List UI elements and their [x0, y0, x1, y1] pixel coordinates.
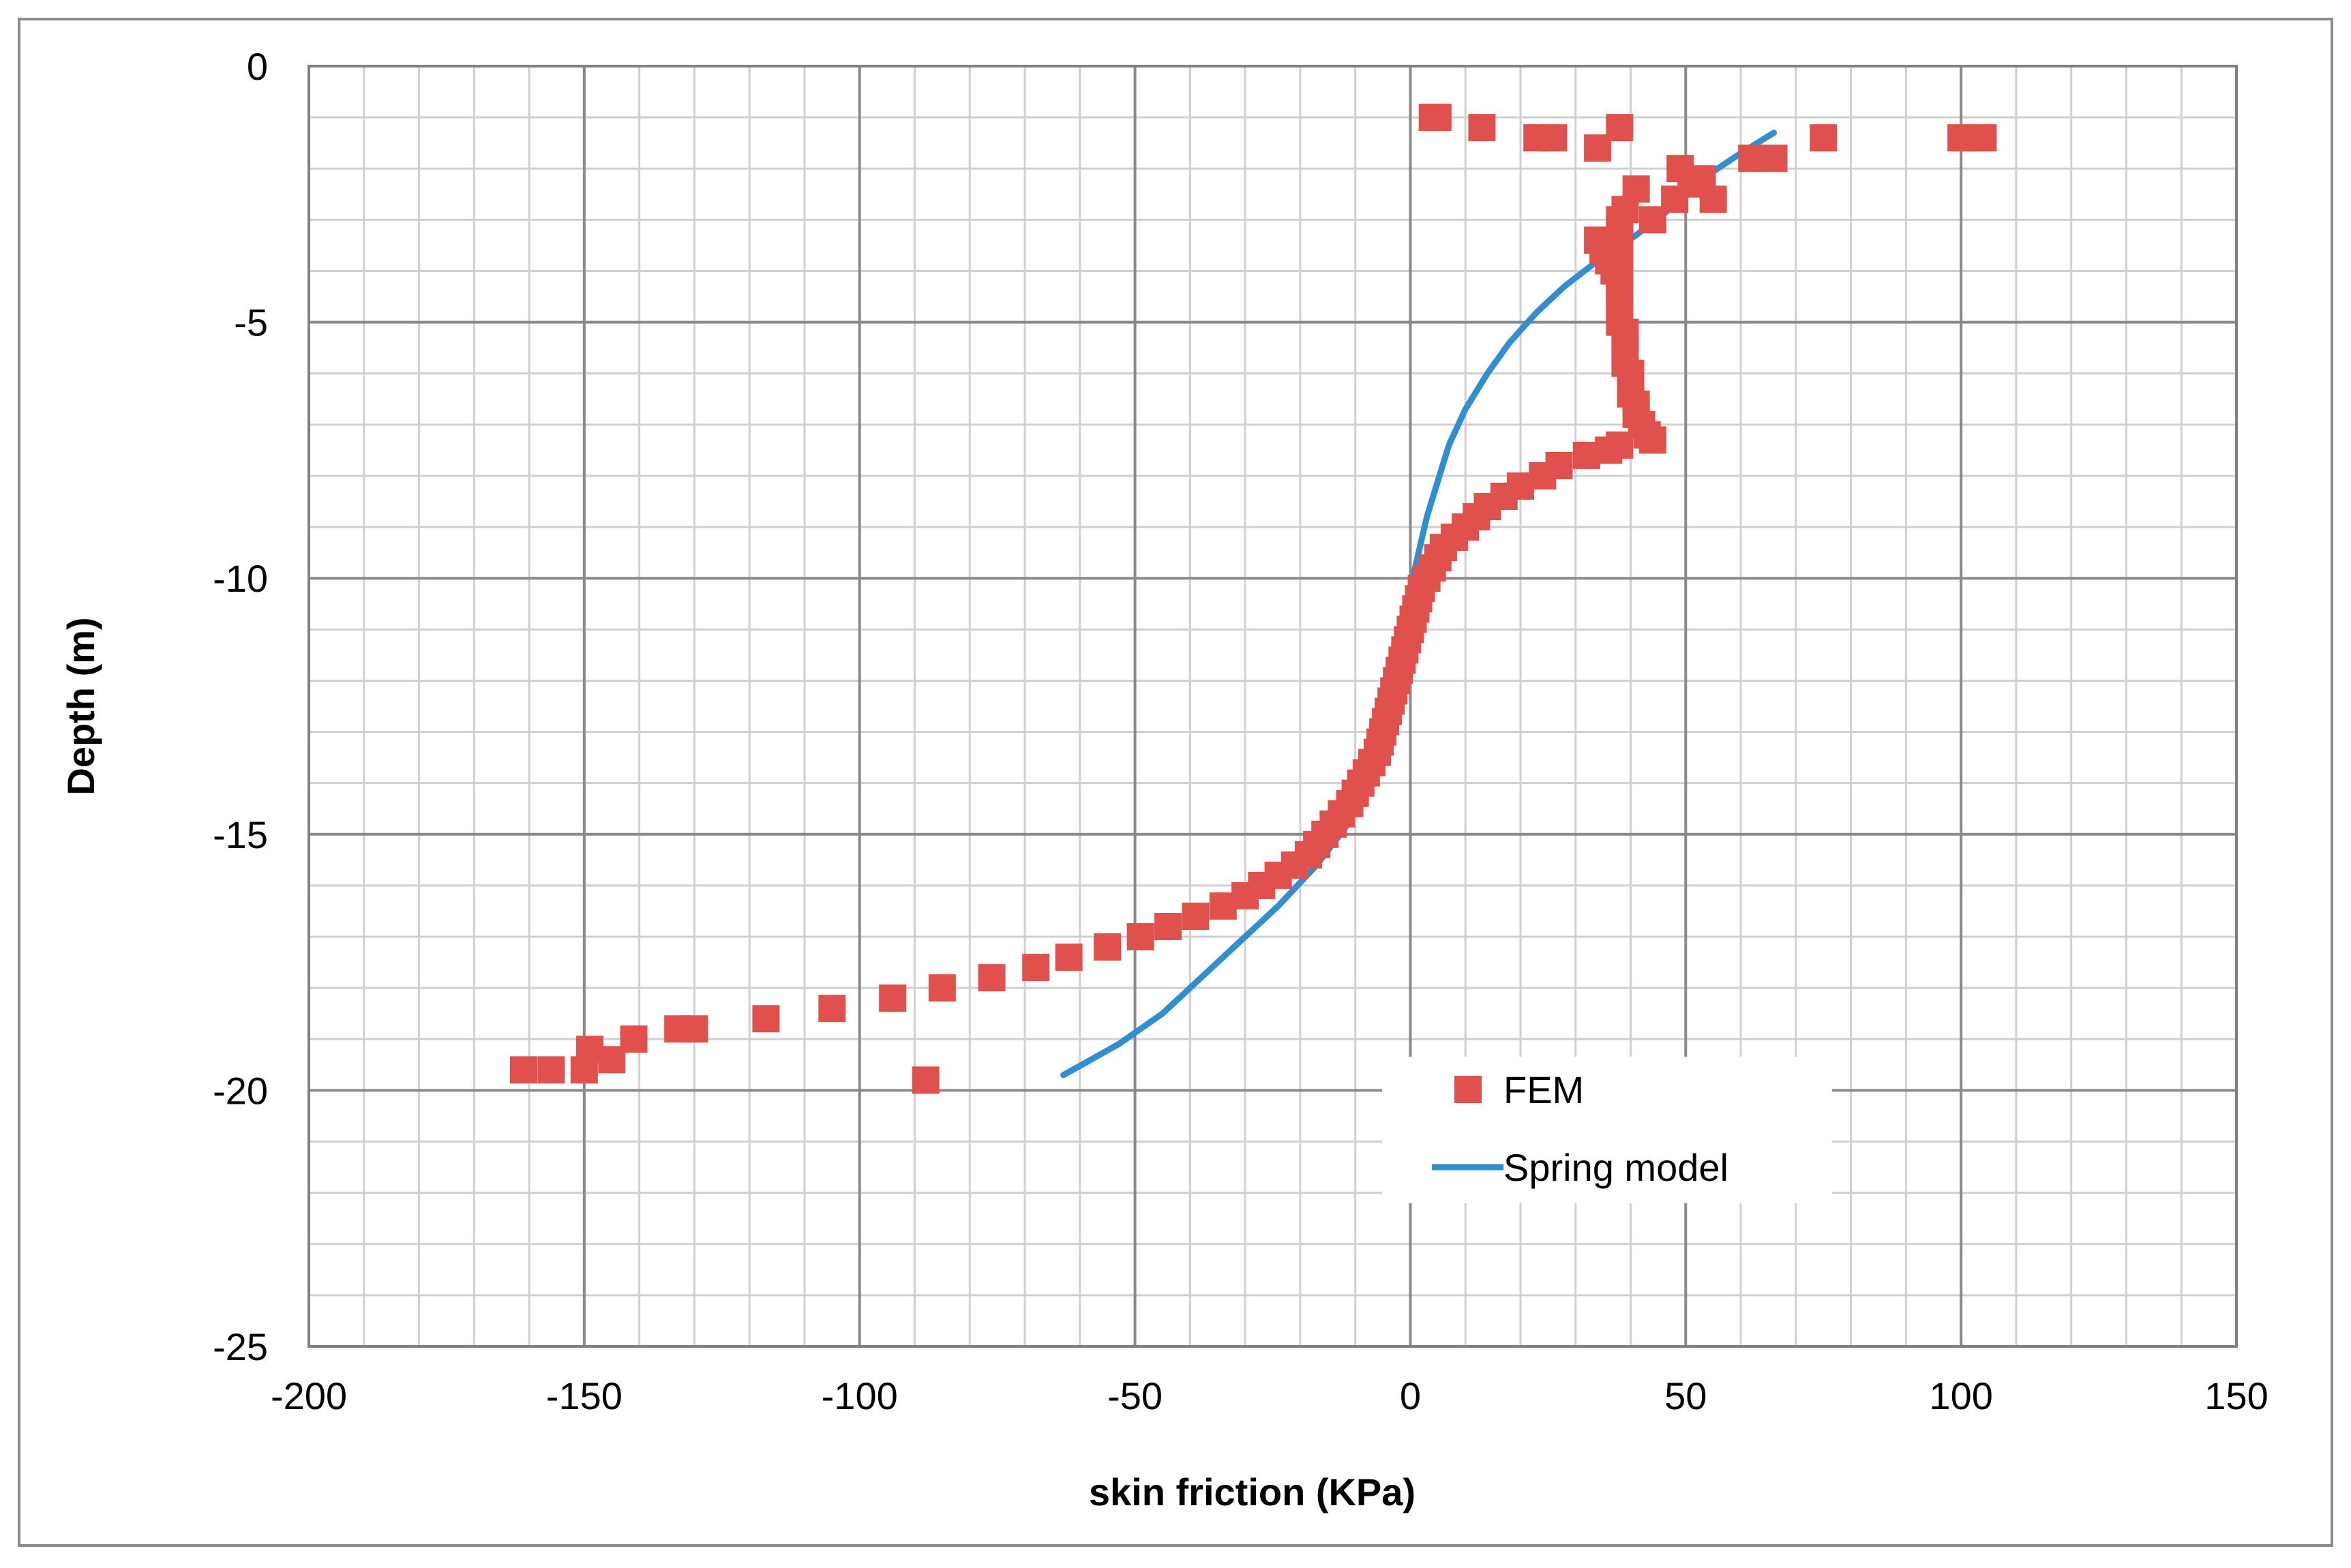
y-tick-label: -5 [234, 301, 268, 344]
fem-series [510, 104, 1997, 1094]
fem-point [978, 964, 1006, 992]
fem-point [1810, 124, 1838, 152]
x-axis-title: skin friction (KPa) [1089, 1471, 1416, 1513]
fem-point [664, 1015, 692, 1043]
fem-point [1126, 923, 1154, 951]
y-tick-label: 0 [247, 45, 268, 88]
x-tick-label: -100 [822, 1374, 898, 1417]
x-tick-label: -150 [546, 1374, 623, 1417]
fem-point [1055, 944, 1083, 971]
fem-point [570, 1056, 598, 1084]
y-tick-label: -20 [213, 1069, 268, 1112]
fem-point [1638, 206, 1666, 234]
fem-point [1760, 145, 1788, 172]
fem-point [1418, 104, 1446, 132]
fem-point [537, 1056, 565, 1084]
plot-area-border [308, 65, 2238, 1348]
fem-point [818, 995, 846, 1023]
minor-gridlines [309, 66, 2236, 1346]
fem-point [1606, 114, 1634, 142]
fem-point [1182, 902, 1210, 930]
y-tick-label: -10 [213, 557, 268, 600]
x-tick-label: 50 [1664, 1374, 1707, 1417]
fem-point [1209, 892, 1237, 920]
fem-point [1969, 124, 1997, 152]
legend: FEM Spring model [1382, 1057, 1832, 1203]
x-tick-label: 150 [2204, 1374, 2268, 1417]
x-tick-label: -200 [271, 1374, 347, 1417]
x-axis-tick-labels: -200 -150 -100 -50 0 50 100 150 [271, 1374, 2268, 1417]
legend-fem-label: FEM [1503, 1068, 1584, 1111]
y-tick-label: -25 [213, 1325, 268, 1368]
fem-point [928, 974, 956, 1002]
legend-fem-marker [1454, 1076, 1482, 1103]
x-tick-label: 0 [1400, 1374, 1421, 1417]
fem-point [1572, 441, 1600, 469]
x-tick-label: 100 [1929, 1374, 1992, 1417]
fem-point [1540, 124, 1568, 152]
x-tick-label: -50 [1107, 1374, 1163, 1417]
fem-point [879, 984, 907, 1012]
fem-point [1154, 913, 1182, 941]
y-axis-tick-labels: 0 -5 -10 -15 -20 -25 [213, 45, 268, 1368]
fem-point [510, 1056, 538, 1084]
fem-point [752, 1005, 780, 1033]
fem-point [1022, 954, 1050, 982]
fem-point [1094, 933, 1122, 961]
fem-point [1468, 114, 1496, 142]
legend-spring-label: Spring model [1503, 1146, 1728, 1189]
y-axis-title: Depth (m) [59, 617, 102, 795]
y-tick-label: -15 [213, 813, 268, 856]
fem-point [1699, 185, 1727, 213]
fem-point [598, 1046, 626, 1074]
fem-point [912, 1066, 940, 1094]
fem-point [1638, 426, 1666, 454]
